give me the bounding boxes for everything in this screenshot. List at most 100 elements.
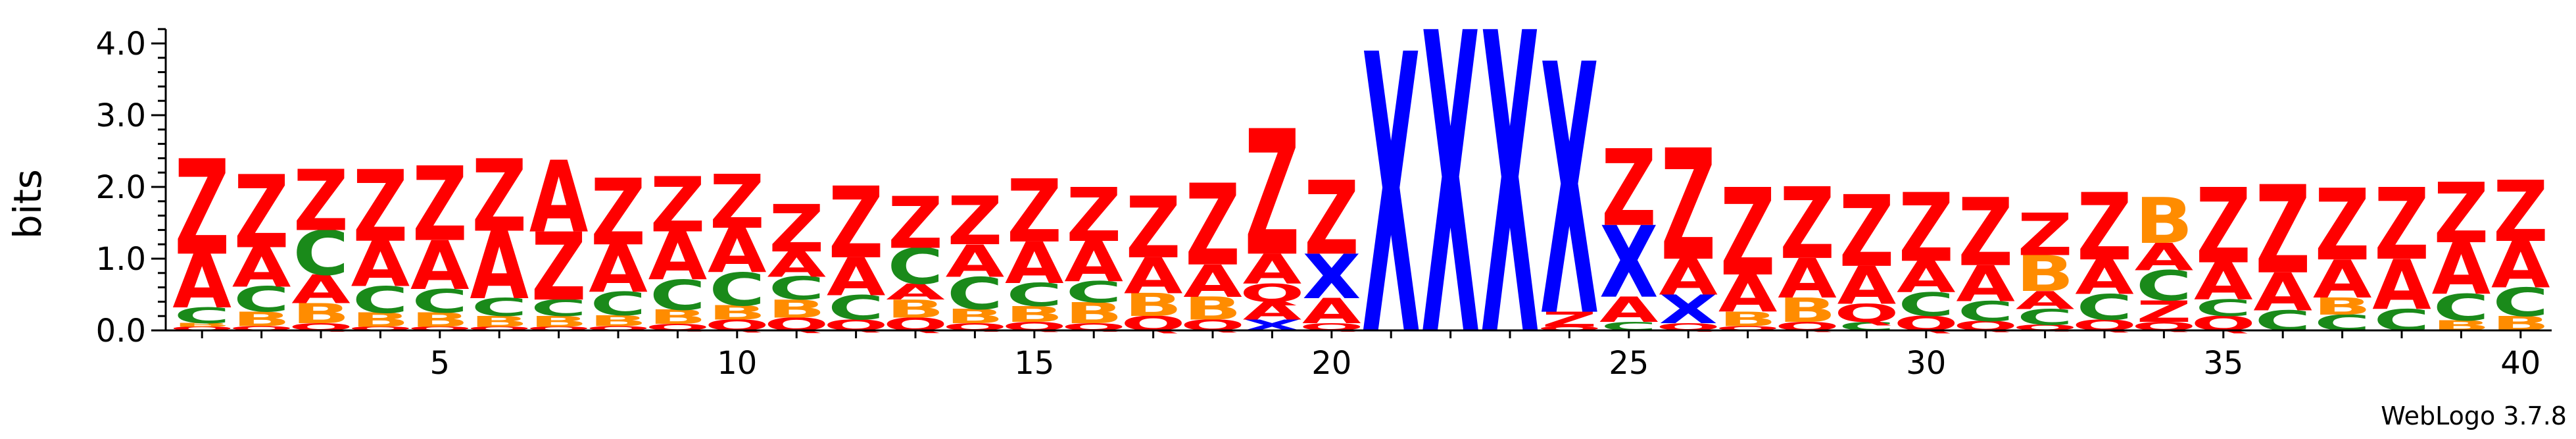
logo-letter-a: A — [410, 226, 470, 305]
logo-letter-b: B — [708, 301, 766, 324]
stack-position-36: CAZ — [2253, 161, 2312, 337]
logo-letter-z: Z — [947, 182, 1002, 261]
logo-stacks: QBCAZQBCAZQBACZQBCAZQBCAZQBCAZQBCZAQBCAZ… — [170, 0, 2550, 428]
logo-letter-a: A — [827, 247, 886, 308]
logo-letter-b: B — [1718, 308, 1776, 331]
logo-letter-z: Z — [1661, 118, 1716, 296]
logo-letter-a: A — [1956, 255, 2015, 313]
logo-letter-b: B — [1184, 290, 1242, 327]
logo-letter-a: A — [351, 228, 410, 301]
logo-letter-z: Z — [2136, 295, 2191, 329]
logo-letter-a: A — [1659, 249, 1718, 306]
logo-letter-a: A — [708, 216, 767, 287]
logo-letter-a: A — [2432, 228, 2491, 311]
logo-letter-a: A — [1064, 230, 1123, 294]
logo-letter-c: C — [472, 294, 527, 322]
logo-letter-c: C — [2492, 280, 2548, 325]
logo-letter-b: B — [1006, 302, 1063, 327]
logo-letter-z: Z — [1185, 161, 1240, 292]
logo-letter-x: X — [1659, 287, 1718, 332]
logo-letter-a: A — [232, 236, 291, 299]
logo-letter-c: C — [650, 271, 706, 319]
logo-letter-c: C — [1066, 275, 1122, 309]
stack-position-24: QZX — [1537, 0, 1601, 394]
logo-letter-c: C — [888, 238, 944, 296]
x-tick-label: 25 — [1609, 345, 1649, 382]
logo-letter-z: Z — [1542, 307, 1597, 332]
stack-position-38: CAZ — [2372, 167, 2431, 337]
logo-letter-a: A — [589, 232, 648, 307]
logo-letter-a: A — [1599, 290, 1659, 330]
logo-letter-q: Q — [229, 325, 293, 332]
logo-letter-b: B — [411, 309, 469, 332]
logo-letter-x: X — [1540, 0, 1599, 394]
logo-letter-z: Z — [710, 159, 765, 245]
logo-letter-c: C — [2077, 287, 2133, 328]
y-tick-label: 3.0 — [96, 97, 146, 134]
weblogo-credit: WebLogo 3.7.8 — [2381, 401, 2567, 430]
y-tick-label: 0.0 — [96, 313, 146, 349]
logo-letter-z: Z — [2077, 174, 2132, 282]
logo-letter-b: B — [351, 309, 409, 332]
logo-letter-q: Q — [1240, 279, 1304, 307]
logo-letter-a: A — [1124, 247, 1183, 305]
logo-letter-b: B — [173, 323, 231, 328]
logo-letter-z: Z — [829, 166, 884, 280]
logo-letter-b: B — [887, 295, 944, 323]
logo-letter-b: B — [292, 297, 350, 330]
logo-letter-x: X — [1421, 0, 1480, 428]
y-axis-title: bits — [5, 169, 50, 239]
logo-letter-c: C — [293, 218, 349, 289]
logo-letter-x: X — [1480, 0, 1539, 428]
logo-letter-z: Z — [1899, 173, 1954, 283]
logo-letter-a: A — [2491, 228, 2550, 303]
logo-letter-b: B — [648, 306, 706, 329]
logo-letter-z: Z — [650, 162, 705, 250]
stack-position-21: X — [1362, 0, 1421, 422]
logo-letter-z: Z — [1720, 164, 1776, 304]
logo-letter-a: A — [2194, 253, 2253, 312]
logo-letter-c: C — [1958, 296, 2014, 328]
logo-letter-z: Z — [1601, 127, 1657, 250]
logo-letter-a: A — [767, 245, 826, 285]
logo-letter-b: B — [767, 295, 825, 323]
y-tick-label: 1.0 — [96, 241, 146, 278]
logo-letter-b: B — [2016, 245, 2074, 303]
y-tick-label: 2.0 — [96, 169, 146, 206]
logo-letter-c: C — [709, 264, 765, 316]
x-tick-label: 30 — [1906, 345, 1946, 382]
logo-letter-a: A — [2313, 249, 2372, 310]
x-tick-label: 20 — [1311, 345, 1351, 382]
logo-letter-b: B — [1065, 297, 1123, 330]
logo-letter-c: C — [828, 289, 884, 328]
logo-letter-a: A — [1302, 292, 1361, 332]
x-tick-label: 15 — [1014, 345, 1054, 382]
logo-letter-a: A — [2075, 250, 2134, 305]
logo-letter-z: Z — [1007, 162, 1062, 263]
logo-letter-c: C — [2017, 305, 2073, 330]
stack-position-23: X — [1480, 0, 1539, 428]
logo-letter-z: Z — [591, 160, 646, 267]
logo-letter-c: C — [769, 271, 825, 307]
logo-letter-z: Z — [2374, 167, 2429, 282]
logo-letter-z: Z — [1304, 161, 1359, 278]
logo-letter-z: Z — [412, 146, 468, 265]
logo-letter-b: B — [530, 313, 588, 330]
logo-letter-c: C — [352, 279, 408, 321]
